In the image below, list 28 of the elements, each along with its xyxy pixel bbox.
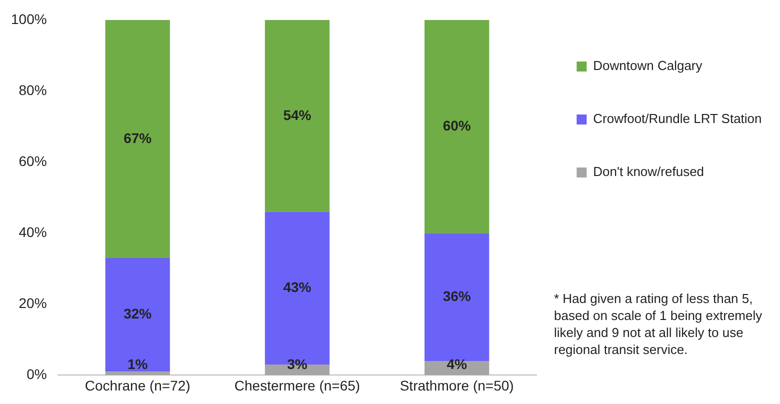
bar [105, 372, 170, 376]
text: 3% [287, 356, 308, 372]
y-tick-label: 40% [18, 224, 47, 240]
y-tick-label: 20% [18, 295, 47, 312]
text: 67% [124, 130, 152, 146]
legend-label: Downtown Calgary [593, 58, 703, 74]
bar [424, 20, 490, 234]
y-tick-label: 0% [26, 366, 47, 382]
bar [424, 233, 490, 361]
text: 1% [127, 356, 148, 372]
text: 4% [446, 356, 467, 372]
bar [105, 258, 170, 372]
legend-label: Crowfoot/Rundle LRT Station [593, 111, 762, 126]
legend-label: Don't know/refused [593, 164, 704, 180]
text: * Had given a rating of less than 5, based on scale of 1 being extremely likely and 9 not at all likely to use regional transit service. [554, 290, 764, 358]
x-tick-label: Cochrane (n=72) [84, 377, 190, 394]
x-tick-label: Chestermere (n=65) [234, 377, 360, 394]
y-tick-label: 60% [18, 152, 47, 169]
text: 60% [442, 117, 471, 134]
bar [264, 20, 330, 212]
text: 32% [124, 306, 152, 322]
bar [105, 20, 170, 258]
x-tick-label: Strathmore (n=50) [400, 377, 514, 394]
text: 54% [283, 106, 312, 123]
y-tick-label: 80% [18, 82, 47, 98]
y-tick-label: 100% [10, 10, 47, 27]
text: 36% [442, 288, 471, 304]
text: 43% [283, 279, 312, 296]
